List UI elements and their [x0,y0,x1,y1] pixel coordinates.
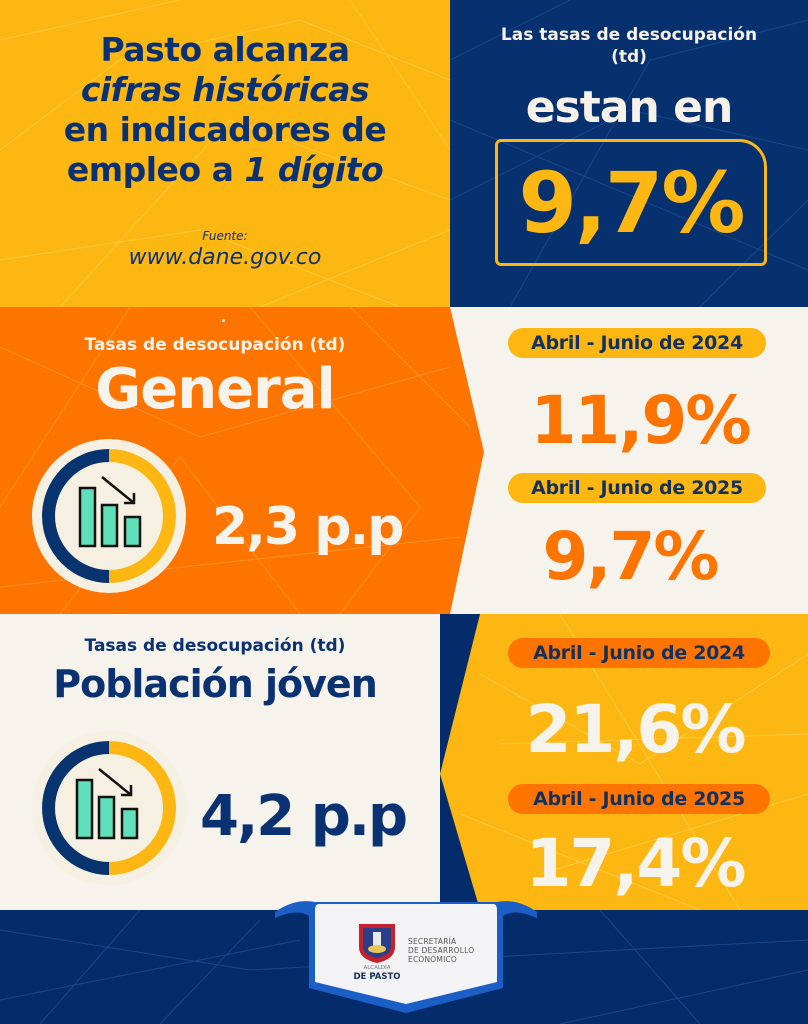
headline-line-2: cifras históricas [80,70,370,109]
summary-subtitle: Las tasas de desocupación (td) [450,24,808,68]
youth-rate-2024: 21,6% [525,691,747,768]
youth-subtitle: Tasas de desocupación (td) [84,636,346,656]
youth-reduction: 4,2 p.p [200,784,408,849]
summary-subtitle-line-1: Las tasas de desocupación [500,25,758,45]
headline-panel: Pasto alcanza cifras históricas en indic… [0,0,450,307]
headline: Pasto alcanza cifras históricas en indic… [0,30,450,190]
general-rate-2025: 9,7% [542,518,719,595]
summary-panel: Las tasas de desocupación (td) estan en … [450,0,808,307]
youth-period-2024-pill: Abril - Junio de 2024 [508,638,770,668]
summary-value-box [495,139,767,266]
logo-ribbon [275,901,537,1013]
summary-subtitle-line-2: (td) [611,47,647,67]
youth-period-2025-pill: Abril - Junio de 2025 [508,784,770,814]
headline-line-1: Pasto alcanza [100,30,350,69]
bar-chart-down-icon [30,437,188,595]
org-line-2: DE DESARROLLO [408,946,475,955]
general-reduction: 2,3 p.p [212,497,404,557]
general-rate-2024: 11,9% [530,382,752,459]
general-rates-panel: Abril - Junio de 2024 11,9% Abril - Juni… [450,307,808,614]
headline-line-4-prefix: empleo a [66,150,245,189]
org-line-1: SECRETARÍA [408,937,457,946]
headline-line-4-emph: 1 dígito [244,150,384,189]
headline-line-3: en indicadores de [63,110,387,149]
headline-line-4: empleo a 1 dígito [0,150,450,190]
coat-of-arms-icon [359,924,395,963]
youth-panel: Tasas de desocupación (td) Población jóv… [0,614,440,910]
source-label: Fuente: [202,229,248,243]
general-title: General [95,357,335,422]
youth-title: Población jóven [53,662,378,706]
general-panel: Tasas de desocupación (td) General 2,3 p… [0,307,490,614]
general-period-2024-pill: Abril - Junio de 2024 [508,328,766,358]
summary-value: 9,7% [518,154,746,252]
dot-decoration [222,319,225,322]
city-label: DE PASTO [353,972,401,982]
general-period-2025-pill: Abril - Junio de 2025 [508,473,766,503]
summary-lead: estan en [525,82,734,133]
bar-chart-down-icon [30,729,188,887]
org-line-3: ECONÓMICO [408,955,458,964]
source-url[interactable]: www.dane.gov.co [128,245,322,270]
alcaldia-label: ALCALDÍA [363,965,391,971]
general-subtitle: Tasas de desocupación (td) [84,335,346,355]
youth-rate-2025: 17,4% [525,825,747,902]
youth-rates-panel: Abril - Junio de 2024 21,6% Abril - Juni… [440,614,808,910]
